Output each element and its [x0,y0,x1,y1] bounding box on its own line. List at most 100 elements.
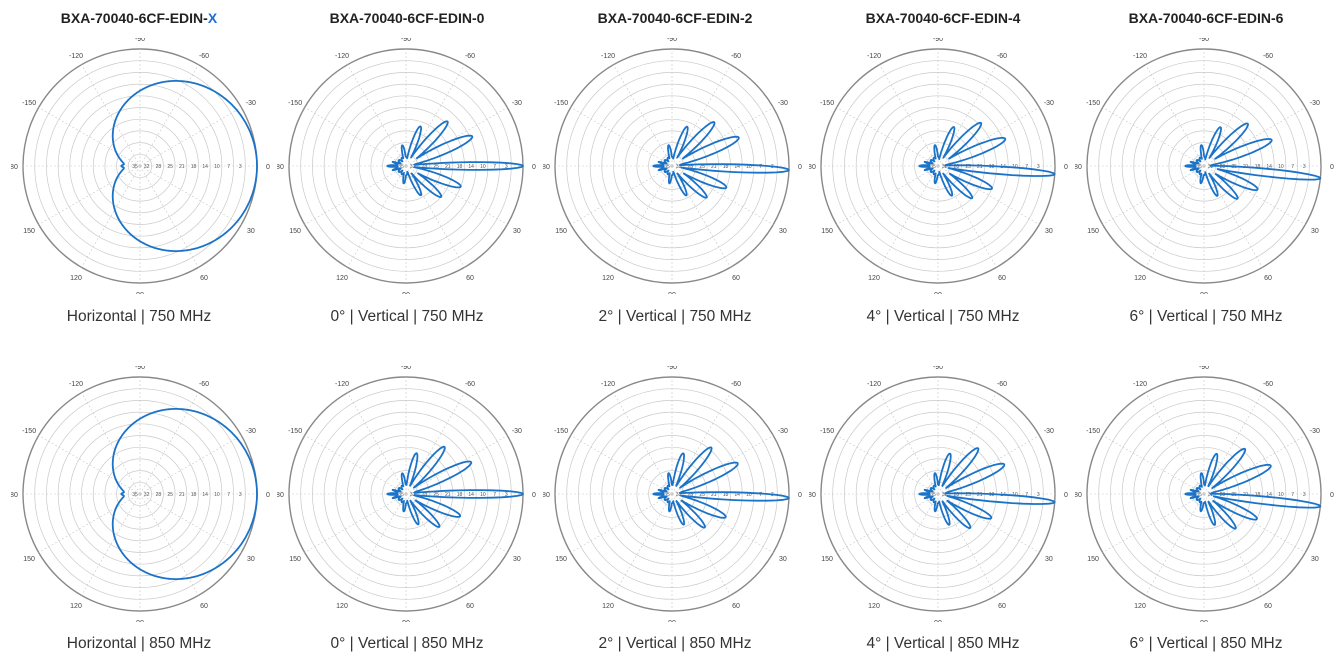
angle-label: -60 [731,53,741,60]
angle-label: 150 [289,556,301,563]
grid-spoke [304,107,407,167]
grid-spoke [613,165,673,268]
radial-label: 25 [167,164,173,170]
chart-caption: 4° | Vertical | 750 MHz [866,308,1020,325]
chart-caption: 0° | Vertical | 750 MHz [330,308,484,325]
radial-label: 10 [1278,164,1284,170]
radial-label: 3 [1037,492,1040,498]
angle-label: 90 [402,292,410,294]
radial-label: 3 [239,164,242,170]
radiation-pattern [386,120,524,198]
angle-label: 120 [1134,603,1146,610]
grid-ring [81,107,199,225]
polar-chart-svg: 0306090120150180-150-120-90-60-303710141… [1075,366,1334,622]
chart-caption: 2° | Vertical | 850 MHz [598,635,752,652]
grid-ring [92,118,188,214]
radial-label: 25 [433,164,439,170]
radial-label: 25 [699,164,705,170]
chart-caption: 6° | Vertical | 750 MHz [1129,308,1283,325]
grid-spoke [1203,165,1263,268]
angle-label: 180 [809,164,816,171]
column-title: BXA-70040-6CF-EDIN-2 [541,10,809,26]
grid-ring [104,130,176,202]
angle-label: 60 [1264,275,1272,282]
angle-label: -30 [1044,428,1054,435]
grid-spoke [613,64,673,167]
grid-spoke [38,493,141,553]
radial-label: 35 [1196,492,1202,498]
angle-label: -90 [1199,366,1209,371]
grid-spoke [570,493,673,553]
grid-ring [347,435,465,553]
grid-spoke [937,64,997,167]
grid-spoke [405,165,508,225]
radial-label: 3 [505,492,508,498]
radial-label: 21 [179,164,185,170]
grid-spoke [347,392,407,495]
polar-chart-svg: 0306090120150180-150-120-90-60-303710141… [543,366,802,622]
angle-label: 90 [934,620,942,622]
radial-label: 21 [445,164,451,170]
angle-label: -60 [465,381,475,388]
radial-label: 14 [468,164,474,170]
angle-label: -120 [601,381,615,388]
polar-chart-svg: 0306090120150180-150-120-90-60-303710141… [277,366,536,622]
angle-label: -90 [1199,38,1209,43]
radial-label: 28 [954,492,960,498]
angle-label: 150 [1087,228,1099,235]
grid-spoke [613,493,673,596]
grid-ring [648,142,696,190]
angle-label: -30 [246,100,256,107]
grid-spoke [304,165,407,225]
grid-spoke [38,435,141,495]
radiation-pattern [1184,122,1322,200]
angle-label: 180 [809,492,816,499]
angle-label: 120 [70,603,82,610]
grid-ring [636,130,708,202]
grid-ring [624,446,720,542]
model-name: BXA-70040-6CF-EDIN-6 [1128,10,1284,26]
grid-ring [104,458,176,530]
chart-caption: 6° | Vertical | 850 MHz [1129,635,1283,652]
polar-chart: 0 30 60 90 120 150 180 -150 -120 -90 -60 -30 3 7 10 14 1… [11,366,279,622]
grid-spoke [1145,64,1205,167]
angle-label: 180 [1075,492,1082,499]
radial-label: 32 [410,492,416,498]
grid-spoke [347,165,407,268]
radial-label: 25 [965,164,971,170]
grid-spoke [937,165,997,268]
angle-label: -30 [512,428,522,435]
angle-label: 60 [466,603,474,610]
grid-spoke [405,64,465,167]
polar-chart: 0 30 60 90 120 150 180 -150 -120 -90 -60 -30 3 7 10 14 1… [11,38,279,294]
angle-label: -120 [335,381,349,388]
radial-label: 14 [1266,164,1272,170]
angle-label: 0 [266,164,270,171]
grid-spoke [1102,165,1205,225]
radial-label: 7 [493,492,496,498]
column-title: BXA-70040-6CF-EDIN-X [5,10,273,26]
radial-label: 3 [1303,492,1306,498]
radial-label: 35 [664,492,670,498]
polar-chart: 0 30 60 90 120 150 180 -150 -120 -90 -60 -30 3 7 10 14 1… [277,38,545,294]
radiation-pattern [652,121,790,199]
angle-label: 60 [466,275,474,282]
grid-ring [127,153,153,179]
angle-label: 0 [1330,492,1334,499]
angle-label: -120 [1133,381,1147,388]
model-name: BXA-70040-6CF-EDIN- [60,10,208,26]
radial-label: 14 [1266,492,1272,498]
radial-label: 32 [942,164,948,170]
column-title: BXA-70040-6CF-EDIN-4 [809,10,1077,26]
angle-label: -150 [22,428,36,435]
grid-ring [370,130,442,202]
radial-label: 7 [227,164,230,170]
radial-label: 3 [505,164,508,170]
radial-label: 35 [132,492,138,498]
radial-label: 14 [202,164,208,170]
angle-label: 30 [779,228,787,235]
polar-chart-svg: 0306090120150180-150-120-90-60-303710141… [1075,38,1334,294]
grid-spoke [836,435,939,495]
angle-label: 30 [1311,228,1319,235]
chart-caption: 0° | Vertical | 850 MHz [330,635,484,652]
